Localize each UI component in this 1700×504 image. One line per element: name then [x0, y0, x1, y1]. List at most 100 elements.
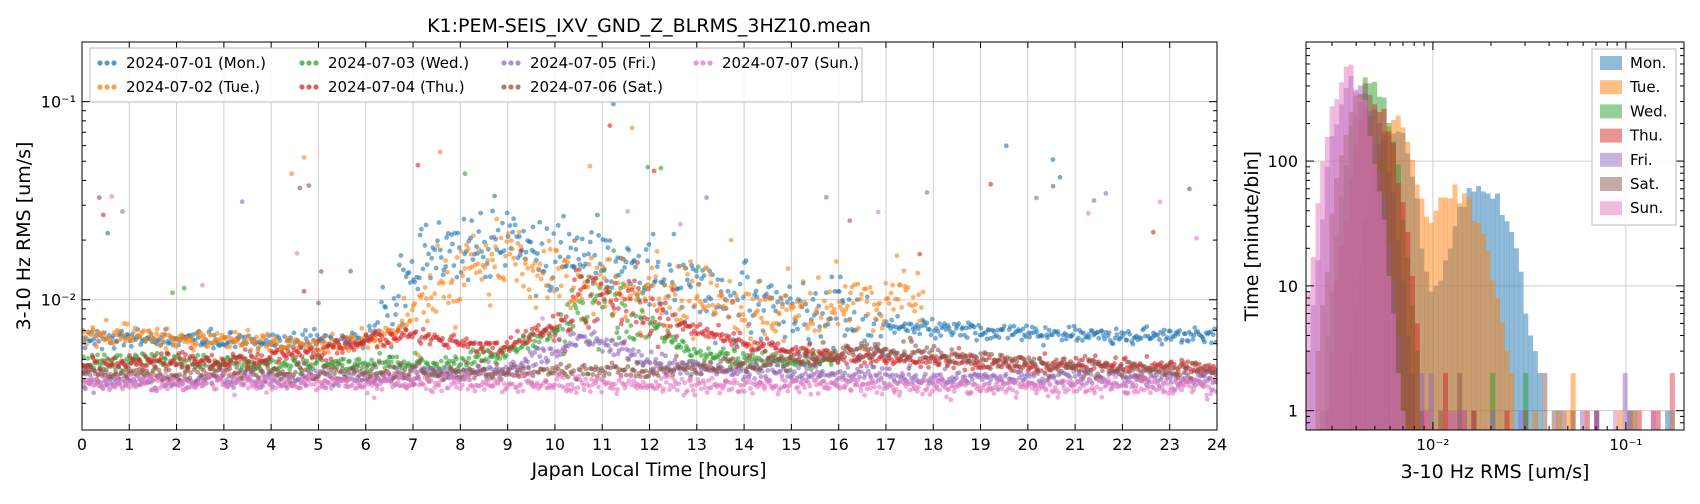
data-point: [1015, 359, 1020, 364]
data-point: [260, 370, 265, 375]
data-point: [765, 321, 770, 326]
data-point: [929, 333, 934, 338]
data-point: [610, 338, 615, 343]
data-point: [460, 383, 465, 388]
data-point: [347, 377, 352, 382]
data-point: [1124, 338, 1129, 343]
data-point: [659, 301, 664, 306]
data-point: [201, 362, 206, 367]
data-point: [511, 256, 516, 261]
data-point: [314, 369, 319, 374]
data-point: [129, 373, 134, 378]
data-point: [517, 234, 522, 239]
data-point: [170, 290, 175, 295]
data-point: [301, 361, 306, 366]
data-point: [597, 272, 602, 277]
data-point: [558, 352, 563, 357]
data-point: [596, 233, 601, 238]
data-point: [615, 330, 620, 335]
data-point: [715, 283, 720, 288]
data-point: [603, 370, 608, 375]
data-point: [481, 255, 486, 260]
data-point: [532, 332, 537, 337]
data-point: [727, 334, 732, 339]
data-point: [540, 271, 545, 276]
data-point: [246, 328, 251, 333]
data-point: [1168, 362, 1173, 367]
data-point: [380, 285, 385, 290]
data-point: [454, 357, 459, 362]
data-point: [1042, 370, 1047, 375]
data-point: [655, 308, 660, 313]
data-point: [1047, 328, 1052, 333]
data-point: [822, 299, 827, 304]
data-point: [730, 367, 735, 372]
data-point: [289, 171, 294, 176]
data-point: [686, 348, 691, 353]
data-point: [647, 276, 652, 281]
data-point: [710, 303, 715, 308]
data-point: [526, 366, 531, 371]
data-point: [817, 328, 822, 333]
data-point: [377, 360, 382, 365]
data-point: [865, 294, 870, 299]
data-point: [390, 355, 395, 360]
data-point: [134, 384, 139, 389]
data-point: [537, 220, 542, 225]
data-point: [457, 369, 462, 374]
data-point: [965, 335, 970, 340]
data-point: [699, 353, 704, 358]
data-point: [197, 363, 202, 368]
data-point: [242, 383, 247, 388]
data-point: [895, 314, 900, 319]
data-point: [745, 324, 750, 329]
data-point: [500, 367, 505, 372]
data-point: [645, 317, 650, 322]
data-point: [584, 321, 589, 326]
data-point: [645, 165, 650, 170]
data-point: [586, 325, 591, 330]
data-point: [576, 292, 581, 297]
data-point: [374, 382, 379, 387]
data-point: [600, 264, 605, 269]
data-point: [257, 344, 262, 349]
data-point: [662, 277, 667, 282]
data-point: [825, 305, 830, 310]
data-point: [669, 268, 674, 273]
data-point: [761, 320, 766, 325]
data-point: [928, 355, 933, 360]
data-point: [121, 332, 126, 337]
data-point: [83, 335, 88, 340]
data-point: [237, 333, 242, 338]
data-point: [1077, 358, 1082, 363]
data-point: [222, 372, 227, 377]
data-point: [265, 332, 270, 337]
data-point: [761, 342, 766, 347]
data-point: [510, 247, 515, 252]
data-point: [1058, 175, 1063, 180]
data-point: [786, 361, 791, 366]
data-point: [847, 218, 852, 223]
data-point: [1192, 325, 1197, 330]
data-point: [528, 295, 533, 300]
data-point: [600, 292, 605, 297]
data-point: [194, 341, 199, 346]
data-point: [410, 308, 415, 313]
data-point: [581, 372, 586, 377]
data-point: [1180, 338, 1185, 343]
data-point: [248, 375, 253, 380]
data-point: [252, 367, 257, 372]
data-point: [561, 214, 566, 219]
data-point: [620, 269, 625, 274]
data-point: [315, 352, 320, 357]
data-point: [687, 299, 692, 304]
data-point: [1087, 335, 1092, 340]
data-point: [142, 328, 147, 333]
data-point: [838, 369, 843, 374]
data-point: [932, 344, 937, 349]
data-point: [152, 340, 157, 345]
data-point: [277, 357, 282, 362]
data-point: [330, 332, 335, 337]
data-point: [845, 327, 850, 332]
data-point: [642, 285, 647, 290]
